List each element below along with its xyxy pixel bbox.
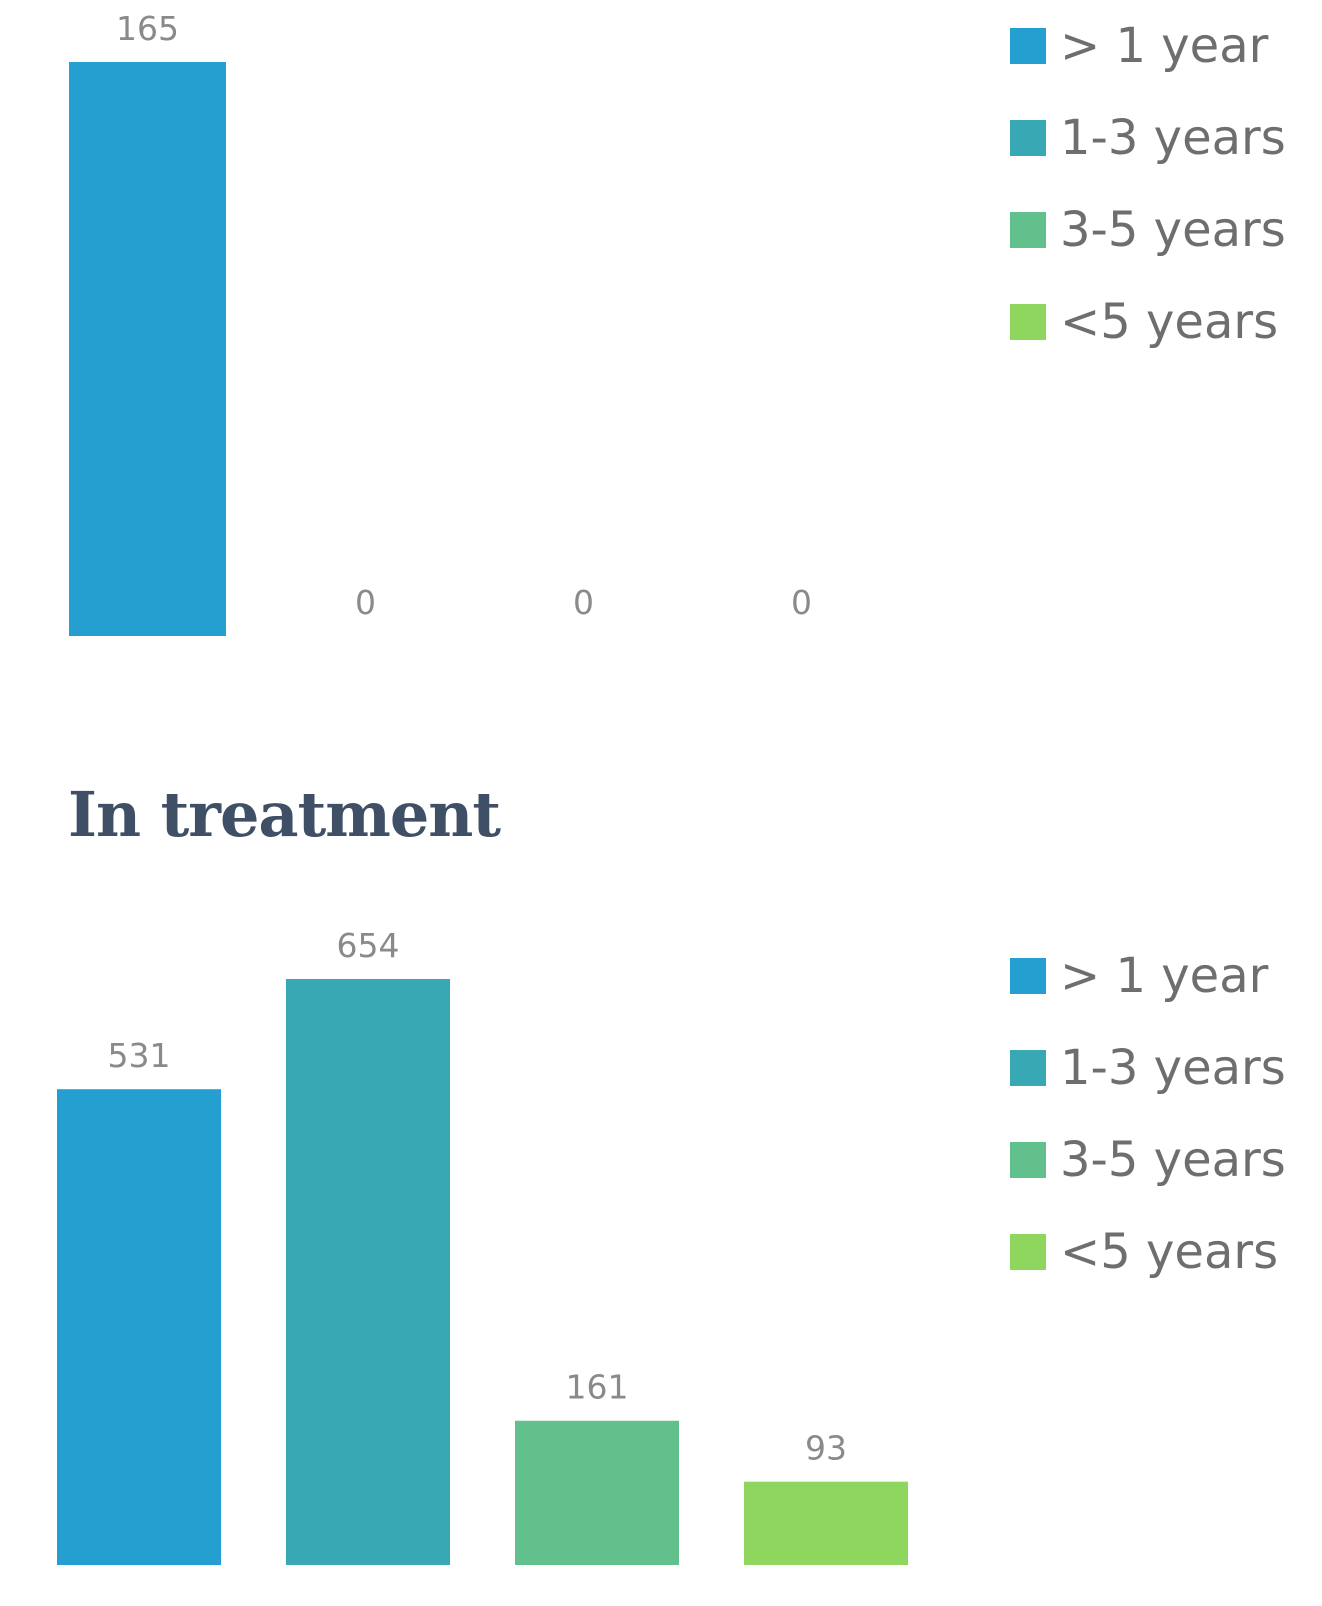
bar-<5 years <box>744 1481 908 1565</box>
data-label: 0 <box>791 583 812 622</box>
legend-label: 3-5 years <box>1060 202 1286 258</box>
data-label: 531 <box>108 1036 171 1075</box>
legend-label: > 1 year <box>1060 948 1269 1004</box>
legend-swatch <box>1010 212 1046 248</box>
data-label: 0 <box>573 583 594 622</box>
legend-item: <5 years <box>1010 276 1286 368</box>
legend-item: > 1 year <box>1010 0 1286 92</box>
legend-swatch <box>1010 1050 1046 1086</box>
data-label: 161 <box>566 1368 629 1407</box>
legend-label: <5 years <box>1060 294 1279 350</box>
legend-label: 1-3 years <box>1060 1040 1286 1096</box>
legend-label: <5 years <box>1060 1224 1279 1280</box>
data-label: 165 <box>116 9 179 48</box>
legend-swatch <box>1010 28 1046 64</box>
legend-swatch <box>1010 120 1046 156</box>
bar-3-5 years <box>515 1420 679 1565</box>
legend-label: 1-3 years <box>1060 110 1286 166</box>
bar-chart-bottom: 531 654 161 93 <box>57 926 908 1565</box>
bar-> 1 year <box>57 1089 221 1565</box>
legend-top: > 1 year 1-3 years 3-5 years <5 years <box>1010 0 1286 368</box>
legend-label: 3-5 years <box>1060 1132 1286 1188</box>
data-label: 93 <box>805 1429 847 1468</box>
bar-chart-top: 165 0 0 0 <box>69 9 812 636</box>
data-label: 654 <box>337 926 400 965</box>
legend-label: > 1 year <box>1060 18 1269 74</box>
legend-item: 3-5 years <box>1010 184 1286 276</box>
legend-item: > 1 year <box>1010 930 1286 1022</box>
legend-swatch <box>1010 1234 1046 1270</box>
chart-panel-bottom: 531 654 161 93 > 1 year 1-3 years 3-5 years… <box>0 900 1322 1606</box>
legend-swatch <box>1010 304 1046 340</box>
legend-item: 3-5 years <box>1010 1114 1286 1206</box>
legend-bottom: > 1 year 1-3 years 3-5 years <5 years <box>1010 930 1286 1298</box>
legend-item: 1-3 years <box>1010 92 1286 184</box>
legend-swatch <box>1010 1142 1046 1178</box>
bar-> 1 year <box>69 62 226 636</box>
chart-panel-top: 165 0 0 0 > 1 year 1-3 years 3-5 years <5 y… <box>0 0 1322 700</box>
legend-item: <5 years <box>1010 1206 1286 1298</box>
legend-swatch <box>1010 958 1046 994</box>
bar-1-3 years <box>286 979 450 1565</box>
section-title: In treatment <box>68 778 501 851</box>
data-label: 0 <box>355 583 376 622</box>
legend-item: 1-3 years <box>1010 1022 1286 1114</box>
